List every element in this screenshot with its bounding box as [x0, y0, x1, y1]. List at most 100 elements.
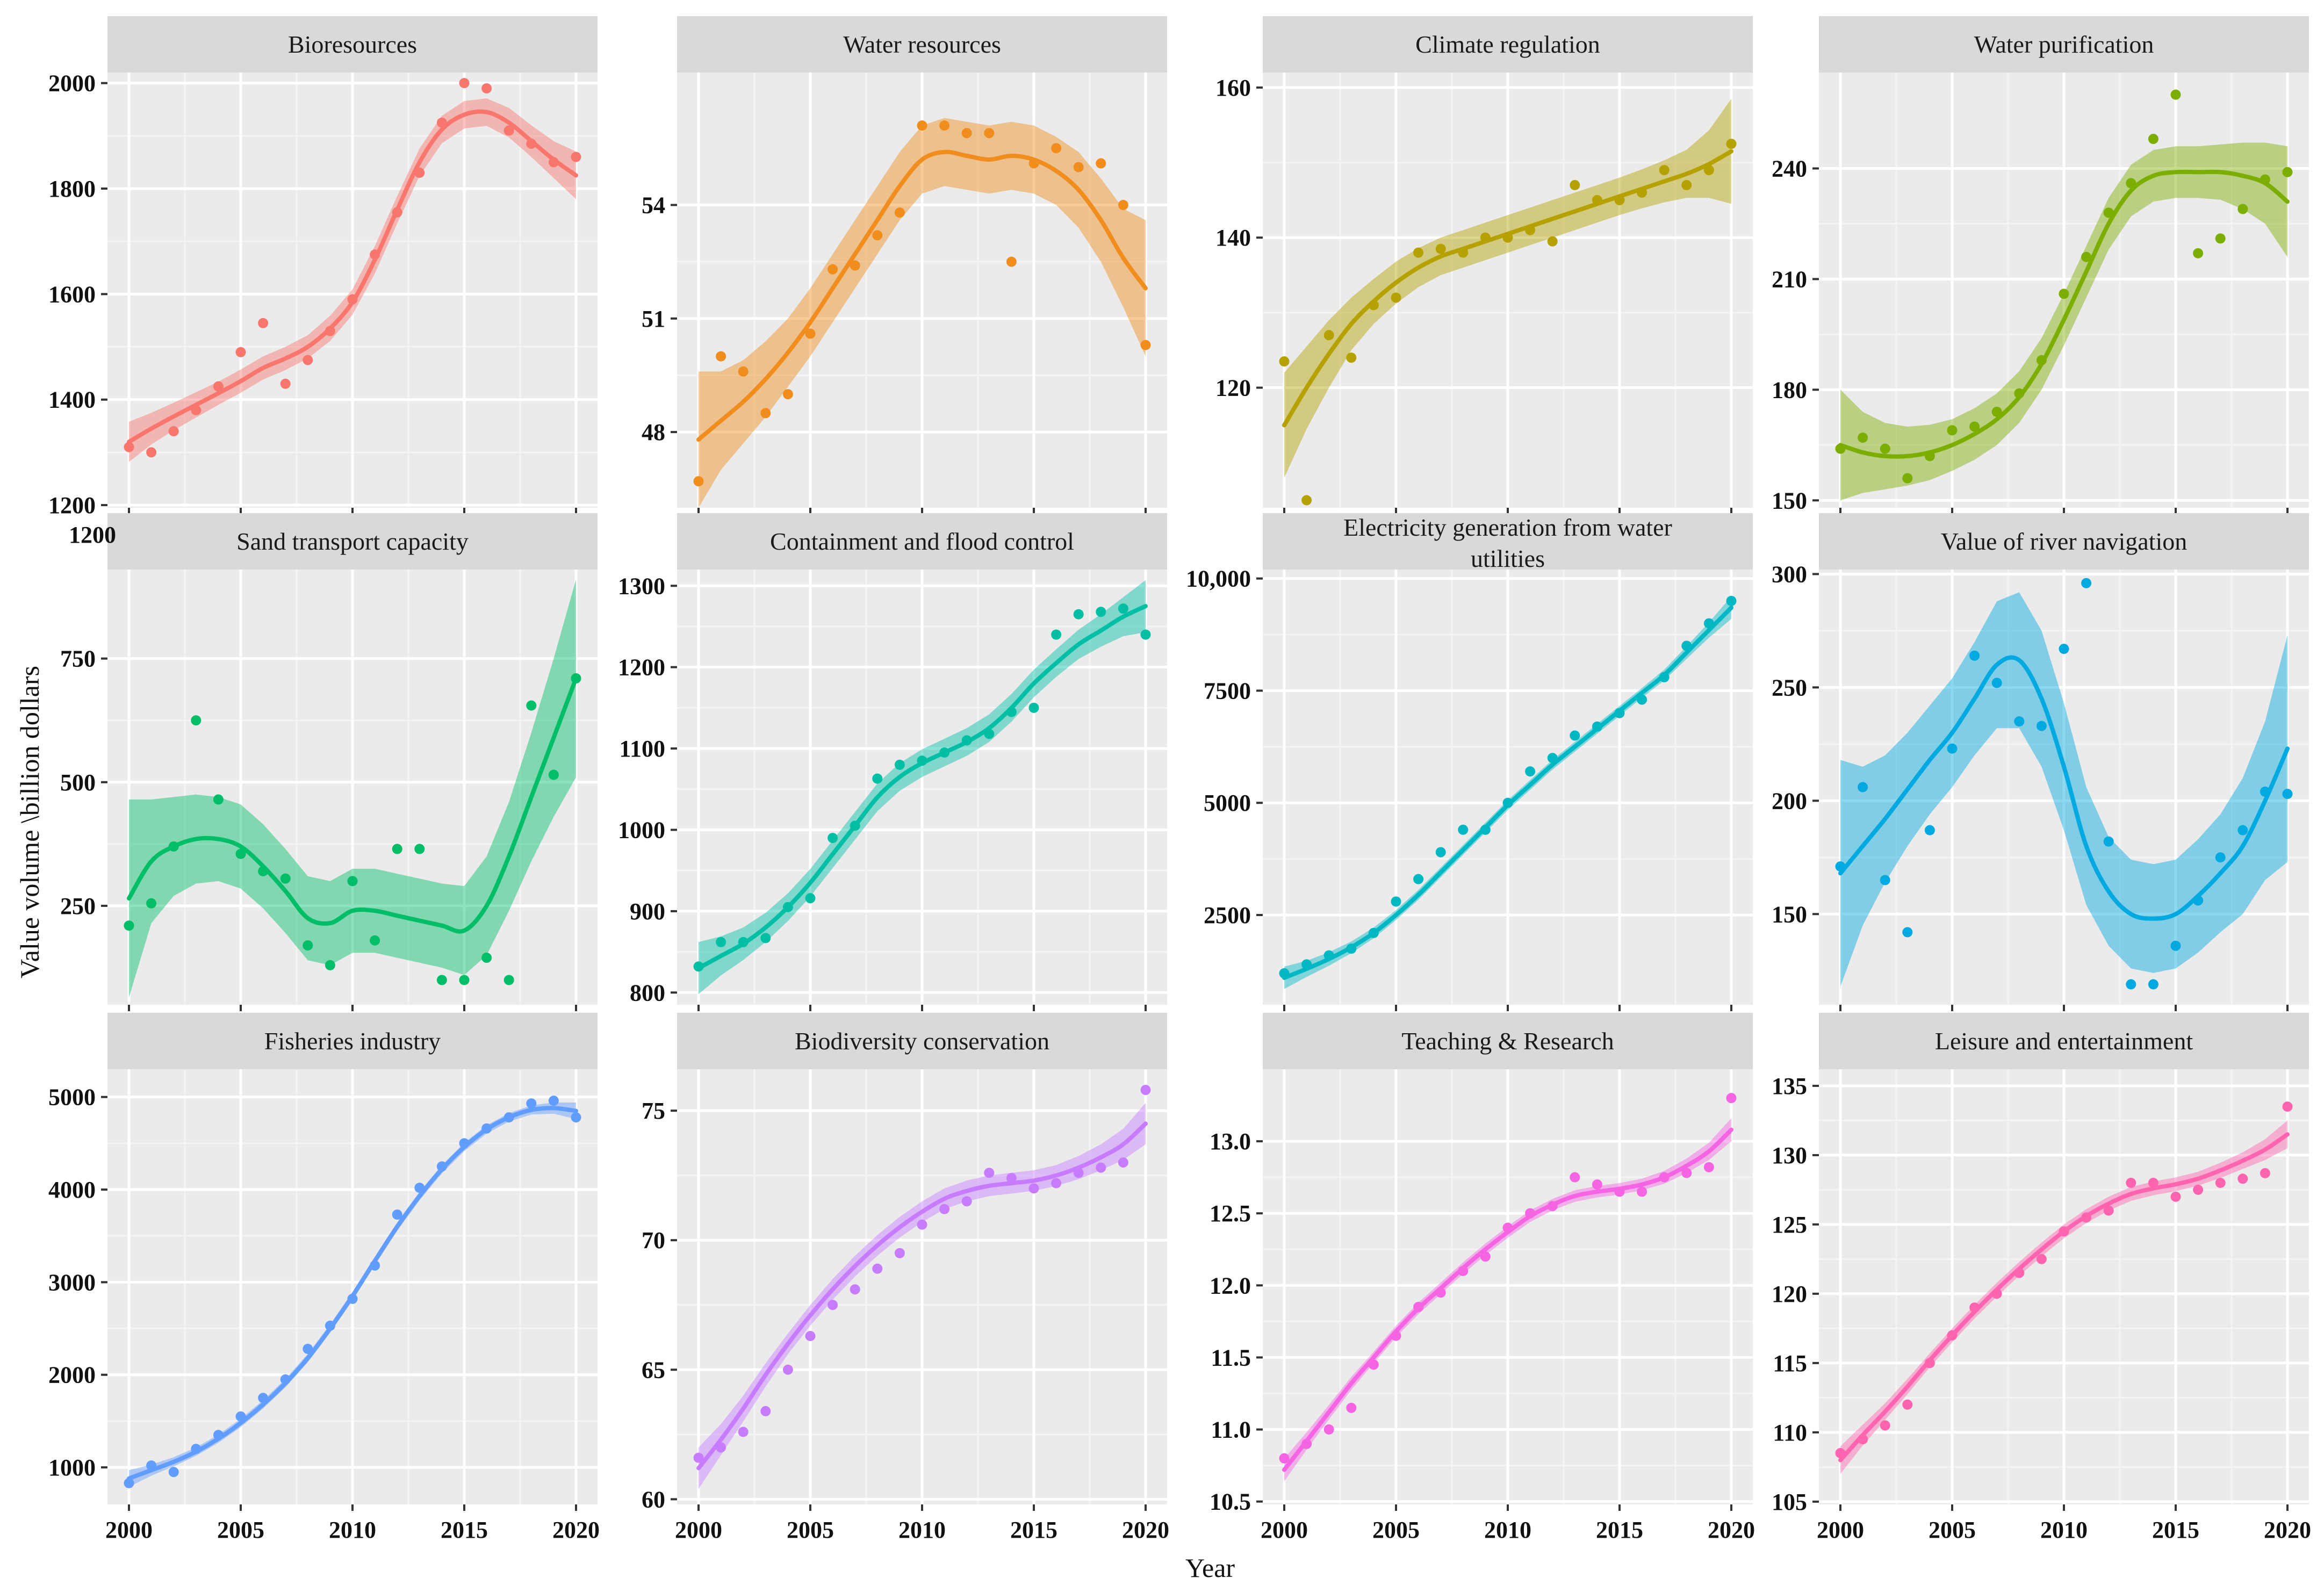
data-point: [1547, 236, 1558, 247]
x-tick-label: 2000: [1261, 1517, 1308, 1543]
data-point: [2193, 895, 2204, 906]
data-point: [1947, 1330, 1958, 1341]
data-point: [1279, 1453, 1290, 1464]
y-tick-label: 135: [1772, 1073, 1807, 1099]
smooth-line: [127, 109, 578, 444]
smooth-line: [1838, 655, 2290, 921]
data-point: [716, 351, 726, 362]
data-point: [693, 961, 704, 972]
panel-title: Water resources: [843, 31, 1001, 58]
y-tick-label: 150: [1772, 901, 1807, 927]
y-tick-label: 1400: [48, 387, 96, 413]
data-point: [526, 139, 537, 149]
data-point: [235, 347, 246, 357]
panel-7: Electricity generation from water utiliti…: [1186, 513, 1753, 1011]
data-point: [124, 442, 134, 452]
panel-11: Teaching & Research 10.5 11.0 11.5 12.0 12.5 1…: [1210, 1013, 1755, 1543]
y-tick-label: 1000: [618, 817, 665, 843]
data-point: [2059, 644, 2069, 654]
y-tick-label: 1200: [48, 492, 96, 518]
data-point: [1681, 179, 1692, 190]
y-tick-label: 210: [1772, 266, 1807, 292]
data-point: [2014, 716, 2025, 727]
panel-4: Water purification 150 180 210 240: [1772, 16, 2309, 514]
panel-title: Water purification: [1974, 31, 2154, 58]
panel-12: Leisure and entertainment 105 110 115 120 125…: [1772, 1013, 2311, 1543]
data-point: [1140, 1085, 1151, 1096]
data-point: [805, 328, 816, 339]
data-point: [872, 230, 883, 241]
data-point: [939, 1204, 950, 1214]
panel-title: Sand transport capacity: [236, 528, 469, 555]
y-tick-label: 250: [1772, 674, 1807, 701]
data-point: [2170, 940, 2181, 951]
y-tick-label: 180: [1772, 377, 1807, 403]
y-tick-label: 500: [60, 769, 96, 796]
data-point: [146, 898, 157, 909]
data-point: [805, 893, 816, 904]
data-point: [1502, 797, 1513, 808]
smooth-line: [127, 676, 578, 934]
y-tick-label: 900: [630, 898, 665, 925]
data-point: [1028, 1183, 1039, 1194]
data-point: [1118, 603, 1128, 614]
data-point: [1051, 1178, 1062, 1188]
data-point: [1592, 195, 1602, 205]
data-point: [503, 975, 514, 985]
data-point: [2237, 204, 2248, 214]
data-point: [1703, 618, 1714, 629]
data-point: [436, 1161, 447, 1172]
data-point: [1681, 1168, 1692, 1178]
data-point: [2081, 251, 2092, 262]
data-point: [1323, 950, 1334, 961]
data-point: [1502, 1222, 1513, 1233]
data-point: [168, 426, 179, 437]
data-point: [1051, 143, 1062, 154]
panel-3: Climate regulation 120 140 160: [1215, 16, 1753, 514]
data-point: [1073, 609, 1084, 619]
data-point: [392, 844, 402, 854]
data-point: [2282, 167, 2293, 177]
data-point: [1301, 959, 1312, 970]
data-point: [1458, 1265, 1469, 1276]
data-point: [1726, 139, 1737, 149]
panel-strip: [1263, 1013, 1753, 1069]
smooth-line: [696, 1121, 1148, 1471]
data-point: [1969, 421, 1980, 432]
data-point: [1368, 1359, 1379, 1370]
data-point: [1435, 243, 1446, 254]
data-point: [961, 128, 972, 139]
data-point: [168, 841, 179, 852]
panel-strip: [1263, 513, 1753, 570]
data-point: [961, 1196, 972, 1207]
data-point: [146, 1460, 157, 1471]
data-point: [1140, 629, 1151, 640]
data-point: [2260, 1168, 2270, 1178]
y-tick-label: 240: [1772, 155, 1807, 182]
y-tick-label: 200: [1772, 788, 1807, 814]
data-point: [1368, 300, 1379, 311]
y-tick-label: 1100: [619, 736, 665, 762]
data-point: [1006, 707, 1017, 717]
y-tick-label: 1200: [618, 654, 665, 681]
data-point: [1924, 1358, 1935, 1368]
data-point: [191, 715, 202, 726]
panel-strip: [1819, 1013, 2309, 1069]
data-point: [760, 1406, 771, 1416]
panel-strip: [677, 1013, 1167, 1069]
data-point: [2148, 134, 2158, 145]
x-tick-label: 2005: [217, 1517, 264, 1543]
data-point: [548, 1096, 559, 1106]
y-tick-label: 160: [1215, 75, 1251, 101]
data-point: [2081, 1212, 2092, 1223]
data-point: [805, 1331, 816, 1342]
x-tick-label: 2020: [552, 1517, 600, 1543]
panel-title: Bioresources: [288, 31, 417, 58]
x-tick-label: 2020: [2264, 1517, 2311, 1543]
data-point: [2193, 248, 2204, 258]
y-tick-label: 5000: [48, 1084, 96, 1111]
data-point: [1880, 875, 1890, 885]
panel-strip: [107, 513, 598, 570]
data-point: [2059, 1226, 2069, 1237]
data-point: [984, 128, 995, 139]
